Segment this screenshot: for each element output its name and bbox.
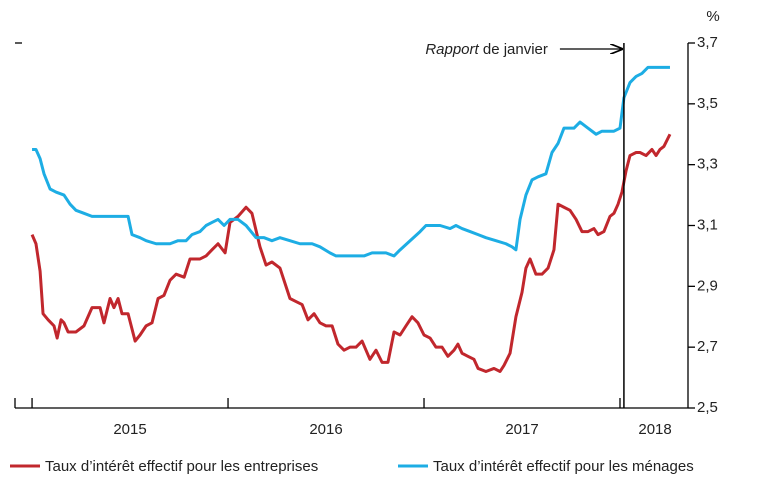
series-line: [32, 65, 670, 258]
y-tick-label: 3,7: [697, 34, 718, 51]
x-tick-label: 2016: [309, 421, 342, 438]
x-tick-label: 2018: [638, 421, 671, 438]
x-tick-label: 2015: [113, 421, 146, 438]
x-tick-label: 2017: [505, 421, 538, 438]
y-tick-label: 2,5: [697, 399, 718, 416]
y-unit: %: [706, 8, 719, 25]
annotation-italic: Rapport: [425, 41, 479, 58]
y-tick-label: 2,7: [697, 338, 718, 355]
series-line: [30, 133, 672, 373]
legend-label: Taux d’intérêt effectif pour les entrepr…: [45, 458, 318, 475]
y-tick-label: 3,3: [697, 156, 718, 173]
legend-label: Taux d’intérêt effectif pour les ménages: [433, 458, 694, 475]
y-tick-label: 3,5: [697, 95, 718, 112]
y-tick-label: 3,1: [697, 216, 718, 233]
annotation-text: Rapport de janvier: [425, 41, 548, 58]
annotation-rest: de janvier: [483, 41, 548, 58]
y-tick-label: 2,9: [697, 277, 718, 294]
